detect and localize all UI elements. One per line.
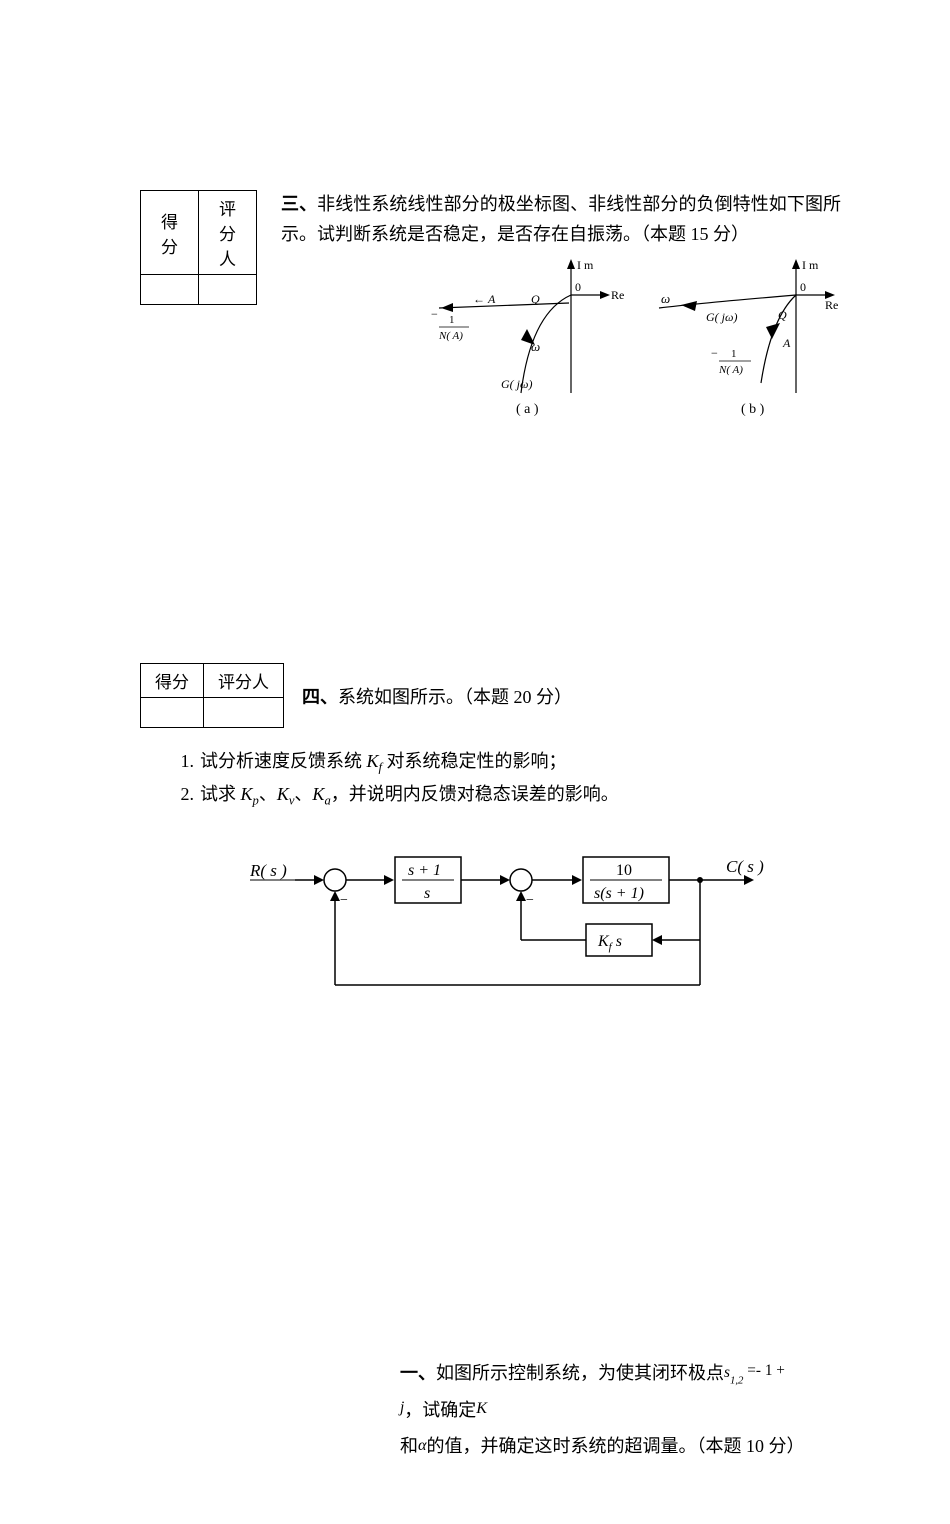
q5-s12: 1,2 — [730, 1375, 744, 1387]
q4-list: 1. 试分析速度反馈系统 Kf 对系统稳定性的影响； 2. 试求 Kp、Kv、K… — [166, 746, 810, 812]
q5-t2b: 的值，并确定这时系统的超调量。（本题 10 分） — [427, 1436, 805, 1456]
q5-t1b: ，试确定 — [404, 1400, 476, 1420]
q3b-gjw: G( jω) — [706, 310, 737, 324]
q3a-Q: Q — [531, 292, 540, 306]
q3a-gjw: G( jω) — [501, 377, 532, 391]
q3a-neg: − — [431, 307, 438, 321]
q5-t2a: 和 — [400, 1436, 418, 1456]
score-table-grader-header: 评分人 — [199, 191, 257, 275]
score-table-score-cell — [141, 698, 204, 728]
q5-K: K — [476, 1399, 487, 1417]
q3a-im-label: I m — [577, 258, 594, 272]
score-table-grader-header: 评分人 — [204, 664, 284, 698]
q3b-neg: − — [711, 346, 718, 360]
q3-text: 三、非线性系统线性部分的极坐标图、非线性部分的负倒特性如下图所示。试判断系统是否… — [281, 190, 841, 433]
score-table-grader-cell — [204, 698, 284, 728]
score-table-q4: 得分 评分人 — [140, 663, 284, 728]
q3b-zero: 0 — [800, 280, 806, 294]
bd-g2-bot: s(s + 1) — [594, 885, 644, 902]
score-table-score-cell — [141, 275, 199, 305]
bd-minus1: − — [340, 893, 348, 908]
bd-g2-top: 10 — [616, 862, 632, 879]
q3b-Q: Q — [778, 308, 787, 322]
q4-block-diagram: R( s ) − s + 1 s — [250, 840, 810, 1015]
question-3: 得分 评分人 三、非线性系统线性部分的极坐标图、非线性部分的负倒特性如下图所示。… — [140, 190, 810, 433]
q3-body: 非线性系统线性部分的极坐标图、非线性部分的负倒特性如下图所示。试判断系统是否稳定… — [281, 194, 841, 244]
q3a-arrow-A: ← A — [473, 292, 496, 306]
score-table-score-header: 得分 — [141, 664, 204, 698]
q4-item-1: 1. 试分析速度反馈系统 Kf 对系统稳定性的影响； — [166, 746, 810, 779]
q5-alpha: α — [418, 1436, 427, 1454]
score-table-q3: 得分 评分人 — [140, 190, 257, 305]
q3-label: 三、 — [281, 194, 317, 214]
q4-item-2-num: 2. — [166, 779, 194, 812]
question-4: 得分 评分人 四、系统如图所示。（本题 20 分） 1. 试分析速度反馈系统 K… — [140, 663, 810, 1015]
bd-rs: R( s ) — [250, 861, 287, 880]
q5-eq: =- 1 + — [743, 1362, 784, 1379]
q4-title: 四、系统如图所示。（本题 20 分） — [302, 683, 572, 709]
q3b-im-label: I m — [802, 258, 819, 272]
q4-item-2: 2. 试求 Kp、Kv、Ka，并说明内反馈对稳态误差的影响。 — [166, 779, 810, 812]
q4-body: 系统如图所示。（本题 20 分） — [338, 687, 572, 707]
bd-minus2: − — [526, 893, 534, 908]
q3b-sublabel: ( b ) — [741, 402, 765, 417]
question-5: 一、如图所示控制系统，为使其闭环极点s1,2 =- 1 + j，试确定K 和α的… — [400, 1355, 810, 1464]
bd-kf: Kf s — [597, 933, 622, 953]
q3b-frac-bot: N( A) — [718, 364, 743, 376]
q3b-frac-top: 1 — [731, 348, 737, 360]
q4-item-1-num: 1. — [166, 746, 194, 779]
q3b-A: A — [782, 336, 791, 350]
q4-label: 四、 — [302, 687, 338, 707]
q3a-zero: 0 — [575, 280, 581, 294]
q5-t1a: 如图所示控制系统，为使其闭环极点 — [436, 1363, 724, 1383]
bd-g1-bot: s — [424, 885, 430, 902]
bd-g1-top: s + 1 — [408, 862, 441, 879]
q3a-sublabel: ( a ) — [516, 402, 539, 417]
bd-cs: C( s ) — [726, 857, 764, 876]
q3a-frac-top: 1 — [449, 314, 455, 326]
q5-label: 一、 — [400, 1363, 436, 1383]
q3-figure: I m 0 Re ω G( jω) ← A — [401, 253, 841, 433]
q4-item-2-text: 试求 Kp、Kv、Ka，并说明内反馈对稳态误差的影响。 — [200, 779, 619, 812]
q3a-omega: ω — [531, 339, 540, 354]
score-table-grader-cell — [199, 275, 257, 305]
score-table-score-header: 得分 — [141, 191, 199, 275]
q3b-re-label: Re — [825, 298, 838, 312]
q3a-re-label: Re — [611, 288, 624, 302]
q3b-omega: ω — [661, 291, 670, 306]
q4-item-1-text: 试分析速度反馈系统 Kf 对系统稳定性的影响； — [200, 746, 567, 779]
q3a-frac-bot: N( A) — [438, 330, 463, 342]
